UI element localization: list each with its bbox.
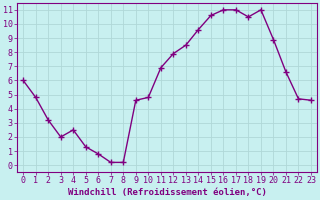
X-axis label: Windchill (Refroidissement éolien,°C): Windchill (Refroidissement éolien,°C): [68, 188, 267, 197]
